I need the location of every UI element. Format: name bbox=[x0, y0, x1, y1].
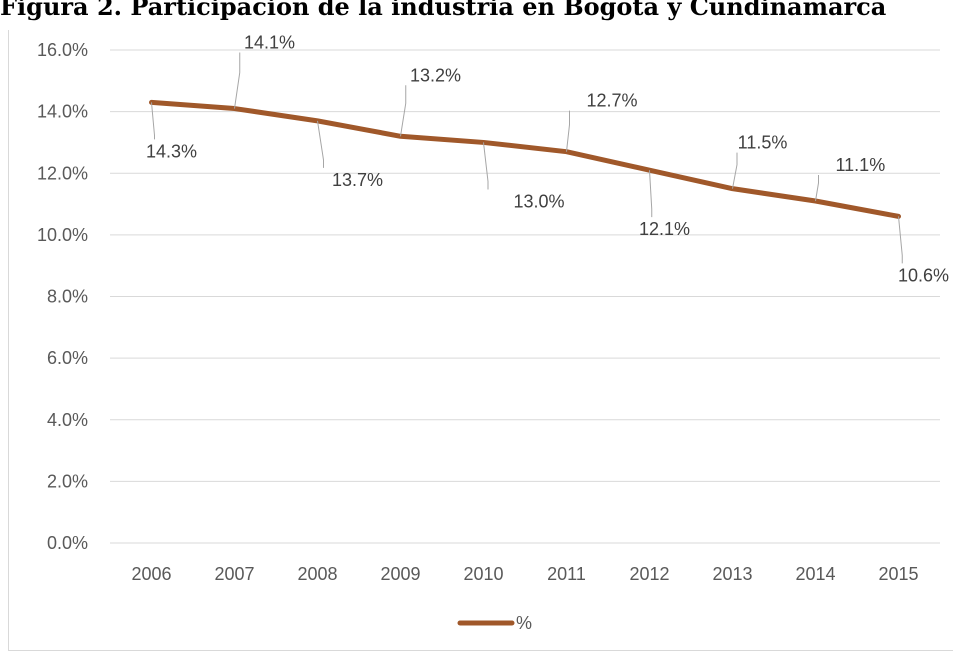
data-label: 11.5% bbox=[738, 133, 788, 153]
data-label-leader bbox=[815, 174, 819, 202]
data-label: 13.2% bbox=[410, 65, 461, 85]
y-tick-label: 0.0% bbox=[47, 533, 88, 553]
y-tick-label: 12.0% bbox=[37, 163, 88, 183]
y-tick-label: 14.0% bbox=[37, 102, 88, 122]
chart-title: Figura 2. Participación de la industria … bbox=[0, 0, 958, 30]
x-tick-label: 2013 bbox=[712, 564, 752, 584]
x-tick-label: 2012 bbox=[629, 564, 669, 584]
y-tick-label: 4.0% bbox=[47, 410, 88, 430]
data-label: 11.1% bbox=[836, 155, 886, 175]
data-label: 14.3% bbox=[146, 141, 197, 161]
y-tick-label: 2.0% bbox=[47, 471, 88, 491]
data-label: 13.7% bbox=[332, 170, 383, 190]
data-label-leader bbox=[649, 170, 653, 218]
data-label-leader bbox=[151, 102, 155, 140]
data-label: 13.0% bbox=[514, 191, 565, 211]
data-label-leader bbox=[400, 85, 407, 137]
series-line bbox=[149, 99, 901, 219]
y-tick-label: 16.0% bbox=[37, 40, 88, 60]
data-label: 10.6% bbox=[898, 265, 949, 285]
chart-frame bbox=[8, 30, 953, 651]
data-label-leader bbox=[898, 216, 903, 264]
chart-title-text: Figura 2. Participación de la industria … bbox=[0, 0, 887, 21]
x-tick-label: 2006 bbox=[131, 564, 171, 584]
x-tick-label: 2011 bbox=[547, 564, 586, 584]
data-label-leader bbox=[234, 52, 241, 109]
x-tick-label: 2015 bbox=[878, 564, 918, 584]
x-tick-label: 2014 bbox=[795, 564, 835, 584]
x-tick-label: 2009 bbox=[380, 564, 420, 584]
data-label: 14.1% bbox=[244, 33, 295, 53]
y-tick-label: 10.0% bbox=[37, 225, 88, 245]
data-label-leader bbox=[566, 110, 570, 152]
legend-label: % bbox=[516, 613, 532, 633]
x-tick-label: 2007 bbox=[214, 564, 254, 584]
data-label: 12.1% bbox=[639, 219, 690, 239]
data-label-leader bbox=[483, 142, 489, 190]
y-tick-label: 6.0% bbox=[47, 348, 88, 368]
data-label: 12.7% bbox=[587, 91, 638, 111]
y-tick-label: 8.0% bbox=[47, 287, 88, 307]
x-tick-label: 2008 bbox=[297, 564, 337, 584]
data-label-leader bbox=[732, 152, 738, 189]
data-label-leader bbox=[317, 120, 324, 168]
x-tick-label: 2010 bbox=[463, 564, 503, 584]
